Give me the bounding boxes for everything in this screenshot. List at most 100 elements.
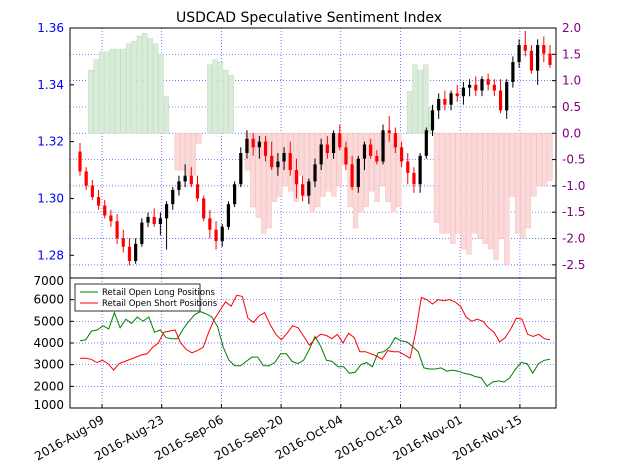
candle-body <box>239 153 243 185</box>
candle-body <box>208 218 212 230</box>
ssi-bar-short <box>325 133 332 192</box>
ssi-bar-long <box>158 54 164 134</box>
ssi-bar-short <box>433 133 440 223</box>
ssi-bar-short <box>304 133 310 197</box>
ssi-bar-short <box>450 133 456 244</box>
ssi-bar-short <box>374 133 380 202</box>
ssi-bar-short <box>541 133 548 187</box>
ssi-bar-short <box>298 133 305 176</box>
candle-body <box>226 204 231 227</box>
candle-body <box>350 164 354 188</box>
top-panel: 1.28 1.30 1.32 1.34 1.36 2.0 1.5 1.0 0.5 0.0 -0.5… <box>37 21 585 279</box>
candle-body <box>430 110 435 131</box>
candle-body <box>109 215 113 222</box>
ssi-bar-short <box>525 133 532 229</box>
ssi-bar-long <box>115 48 121 134</box>
candle-body <box>96 197 101 206</box>
ssi-bar-short <box>477 133 483 239</box>
candle-body <box>523 45 527 51</box>
candle-body <box>369 144 373 156</box>
right-tick-label: -2.0 <box>562 232 585 246</box>
ssi-bar-long <box>412 64 418 134</box>
ssi-bar-short <box>498 133 505 239</box>
candle-body <box>189 175 193 185</box>
right-tick-label: -0.5 <box>562 153 585 167</box>
candle-body <box>78 151 82 172</box>
candle-body <box>437 99 441 111</box>
ssi-bar-short <box>396 133 402 208</box>
ssi-bar-short <box>363 133 369 208</box>
ssi-bar-short <box>174 133 180 171</box>
ssi-bar-short <box>320 133 326 197</box>
candle-body <box>474 84 478 91</box>
ssi-bar-short <box>514 133 521 234</box>
candle-body <box>375 155 379 162</box>
ssi-bar-short <box>266 133 272 229</box>
ssi-bar-short <box>471 133 477 234</box>
ssi-bar-short <box>190 133 197 176</box>
candle-body <box>517 45 521 63</box>
left-tick-label: 1.36 <box>37 21 64 35</box>
candle-body <box>301 184 305 196</box>
chart-title: USDCAD Speculative Sentiment Index <box>176 10 442 26</box>
candle-body <box>171 189 175 205</box>
ssi-bar-long <box>163 96 170 134</box>
candle-body <box>449 93 453 105</box>
ssi-bar-short <box>385 133 391 202</box>
left-tick-label: 1.34 <box>37 78 64 92</box>
candle-body <box>542 45 546 54</box>
candle-body <box>140 222 144 244</box>
ssi-bar-short <box>444 133 450 234</box>
ssi-bar-short <box>460 133 467 250</box>
ssi-bar-short <box>466 133 472 255</box>
ssi-bar-short <box>180 133 186 171</box>
candle-body <box>387 130 391 134</box>
candle-body <box>103 205 107 216</box>
candle-body <box>282 153 286 162</box>
candle-body <box>399 147 404 162</box>
candle-body <box>220 226 224 242</box>
left-tick-label: 1.28 <box>37 248 64 262</box>
bottom-tick-label: 7000 <box>33 274 64 288</box>
candle-body <box>307 181 311 196</box>
candle-body <box>344 147 348 165</box>
ssi-bar-short <box>369 133 375 192</box>
right-tick-label: 0.5 <box>562 100 581 114</box>
candle-body <box>443 99 447 105</box>
ssi-bar-long <box>120 48 126 134</box>
ssi-bar-long <box>417 69 423 134</box>
candle-body <box>177 181 181 190</box>
ssi-bar-long <box>153 43 159 134</box>
right-tick-label: 0.0 <box>562 126 581 140</box>
short-positions-line <box>80 294 551 371</box>
ssi-bar-long <box>125 43 132 134</box>
ssi-bar-long <box>88 69 94 134</box>
candle-body <box>393 133 397 148</box>
ssi-bar-short <box>509 133 515 197</box>
candle-body <box>121 238 125 247</box>
candle-body <box>270 155 274 168</box>
right-tick-label: -1.5 <box>562 205 585 219</box>
ssi-bar-long <box>423 64 429 134</box>
candle-body <box>183 175 187 182</box>
candle-body <box>412 172 416 185</box>
candle-body <box>461 87 466 97</box>
candle-body <box>480 79 484 91</box>
candle-body <box>356 158 360 188</box>
candle-body <box>134 243 138 261</box>
candle-body <box>90 185 94 198</box>
candle-body <box>164 204 169 219</box>
bottom-tick-label: 2000 <box>33 379 64 393</box>
candle-body <box>263 141 268 156</box>
ssi-bar-long <box>207 64 213 134</box>
ssi-bar-short <box>536 133 542 187</box>
left-tick-label: 1.32 <box>37 135 64 149</box>
ssi-bar-short <box>493 133 499 260</box>
candle-body <box>418 155 422 185</box>
candle-body <box>325 144 329 153</box>
candle-body <box>455 93 459 97</box>
legend-label-long: Retail Open Long Positions <box>102 288 215 298</box>
ssi-bar-long <box>406 90 413 134</box>
candle-body <box>362 144 367 159</box>
candle-body <box>115 221 119 239</box>
